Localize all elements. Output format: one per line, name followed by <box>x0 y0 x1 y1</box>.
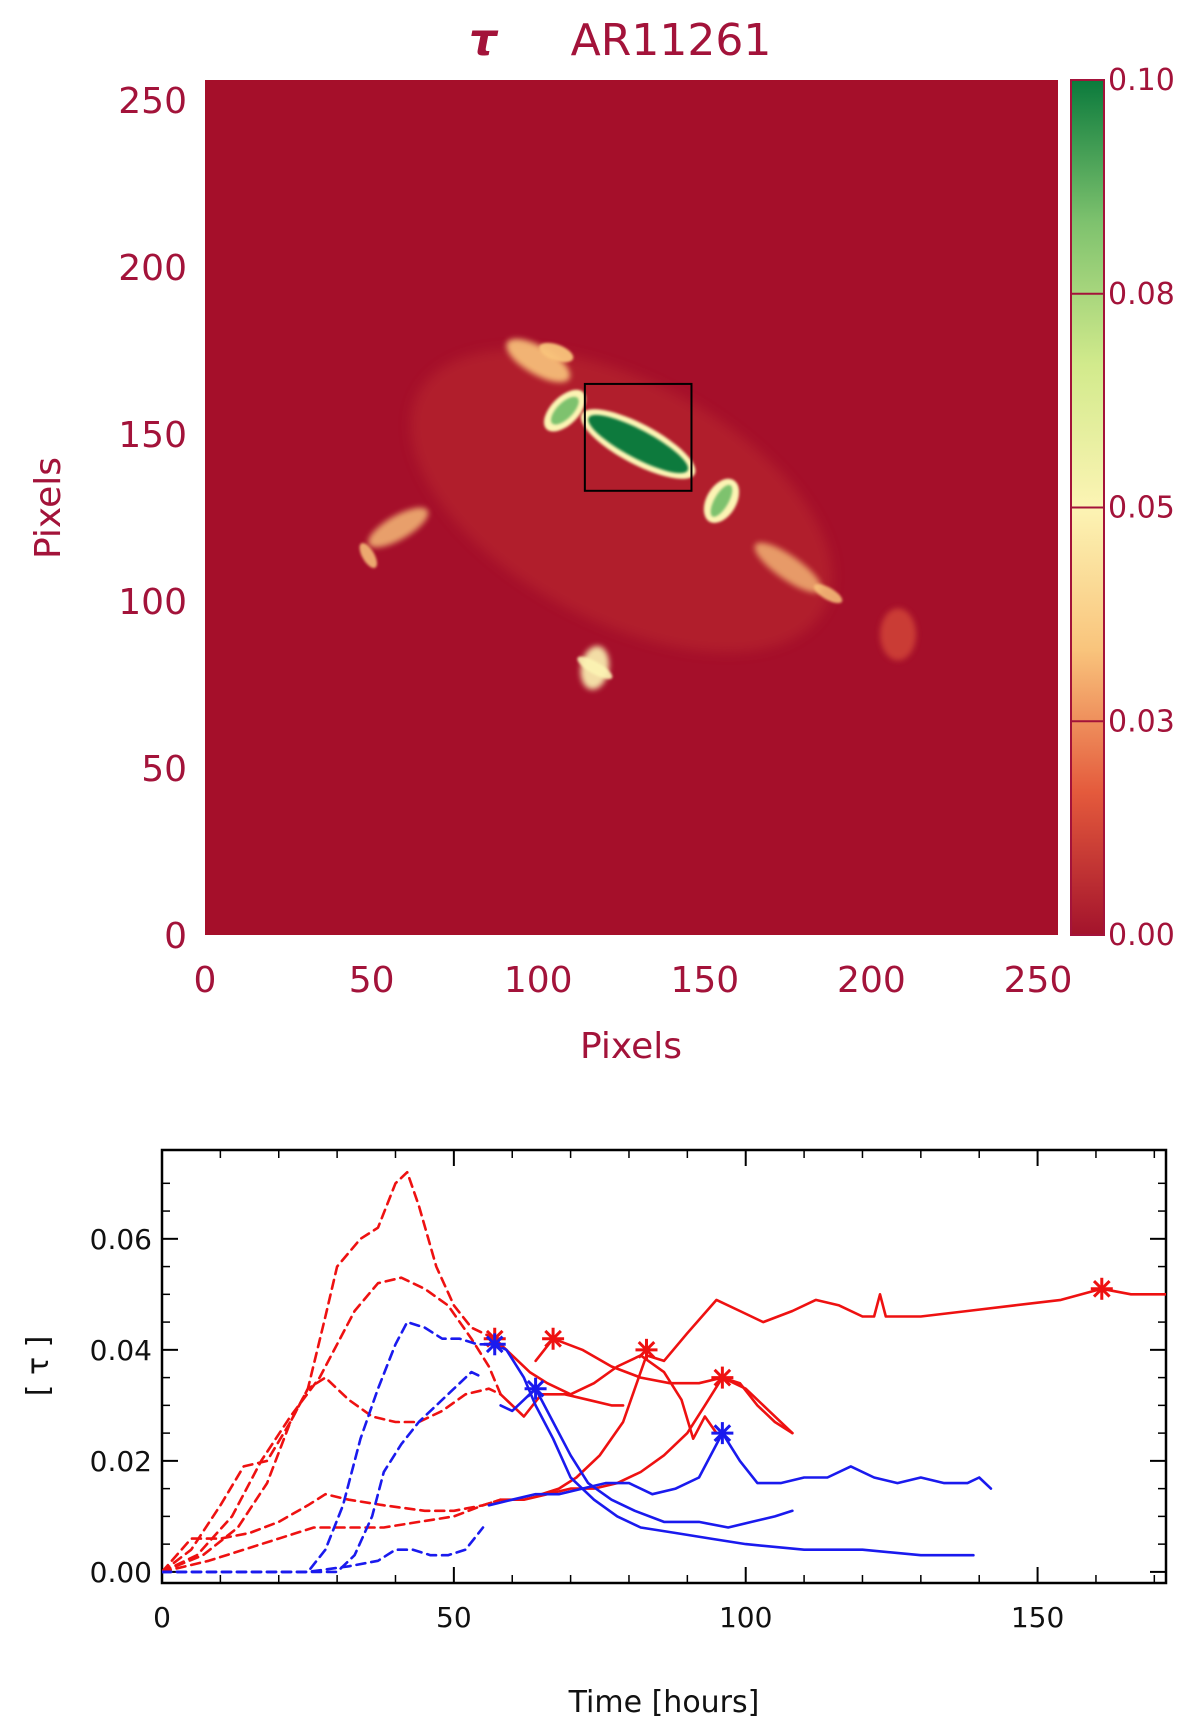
east-streaks <box>754 542 822 593</box>
y-tick-label: 0.06 <box>90 1223 152 1256</box>
x-tick-label: 0 <box>153 1601 171 1634</box>
heatmap-title-symbol: τ <box>469 15 499 66</box>
series-red-dashed-4 <box>162 1498 502 1574</box>
series-red-solid-10 <box>534 1337 794 1435</box>
west-streaks-part <box>359 543 377 569</box>
series-red-dashed-3 <box>162 1492 502 1574</box>
plot-frame <box>160 1148 1168 1585</box>
arc-upper <box>506 338 571 383</box>
west-streaks <box>368 507 429 548</box>
heatmap-axes: 0 50 100 150 200 250 0 50 100 150 200 250 <box>118 81 1072 1001</box>
series-red-solid-11 <box>540 1287 1166 1496</box>
right-blob <box>710 484 733 517</box>
heatmap-title: AR11261 <box>571 15 772 66</box>
south-star-part <box>577 656 613 680</box>
marker-blue-6 <box>524 1377 547 1400</box>
region-box <box>583 382 693 492</box>
colorbar-tick-label: 0.08 <box>1108 277 1175 312</box>
heatmap-features <box>359 338 917 690</box>
arc-upper-part <box>539 342 574 363</box>
marker-blue-5 <box>483 1333 506 1356</box>
series-blue-solid-13 <box>493 1343 975 1557</box>
x-tick-label: 50 <box>436 1601 472 1634</box>
series-red-solid-8 <box>499 1393 625 1418</box>
marker-red-4 <box>1090 1277 1113 1300</box>
diffuse-glow <box>410 349 833 653</box>
series-red-solid-9 <box>493 1337 718 1440</box>
heatmap-y-tick-label: 100 <box>118 582 187 623</box>
colorbar-tick-label: 0.00 <box>1108 918 1175 953</box>
colorbar: 0.00 0.03 0.05 0.08 0.10 <box>1070 63 1175 953</box>
line-panel: 0 50 100 150 0.00 0.02 0.04 0.06 Time [hours] [… <box>21 1148 1168 1719</box>
plot-ticks: 0 50 100 150 0.00 0.02 0.04 0.06 <box>90 1150 1166 1634</box>
y-tick-label: 0.00 <box>90 1556 152 1589</box>
colorbar-tick-label: 0.10 <box>1108 63 1175 98</box>
series-blue-dashed-7 <box>162 1526 485 1574</box>
heatmap-ylabel: Pixels <box>28 457 69 559</box>
far-east <box>880 608 917 661</box>
heatmap-y-tick-label: 200 <box>118 248 187 289</box>
main-patch <box>588 414 689 474</box>
y-tick-label: 0.04 <box>90 1334 152 1367</box>
marker-red-1 <box>542 1327 565 1350</box>
east-streaks-part <box>813 584 843 604</box>
heatmap-x-tick-label: 150 <box>670 960 739 1001</box>
heatmap-y-tick-label: 150 <box>118 415 187 456</box>
heatmap-xlabel: Pixels <box>580 1026 682 1067</box>
series-red-dashed-0 <box>162 1170 496 1574</box>
left-blob <box>550 396 579 425</box>
heatmap-y-tick-label: 0 <box>164 916 187 957</box>
plot-markers <box>483 1277 1113 1445</box>
series-red-dashed-2 <box>162 1376 502 1574</box>
plot-xlabel: Time [hours] <box>568 1685 760 1719</box>
heatmap-panel: τ AR11261 0 50 100 150 200 250 0 50 100 150 200 250… <box>28 15 1175 1067</box>
heatmap-x-tick-label: 200 <box>837 960 906 1001</box>
heatmap-x-tick-label: 50 <box>349 960 395 1001</box>
marker-blue-7 <box>711 1422 734 1445</box>
plot-ylabel: [ τ ] <box>21 1336 56 1397</box>
x-tick-label: 100 <box>719 1601 772 1634</box>
colorbar-tick-label: 0.05 <box>1108 491 1175 526</box>
heatmap-y-tick-label: 50 <box>141 749 187 790</box>
series-blue-solid-15 <box>487 1431 993 1507</box>
series-red-dashed-1 <box>162 1276 502 1574</box>
marker-red-2 <box>635 1338 658 1361</box>
colorbar-tick-label: 0.03 <box>1108 704 1175 739</box>
plot-series <box>162 1170 1166 1574</box>
heatmap-x-tick-label: 0 <box>194 960 217 1001</box>
heatmap-x-tick-label: 250 <box>1004 960 1073 1001</box>
marker-red-3 <box>711 1366 734 1389</box>
heatmap-x-tick-label: 100 <box>504 960 573 1001</box>
x-tick-label: 150 <box>1011 1601 1064 1634</box>
series-blue-dashed-6 <box>162 1370 485 1574</box>
series-red-solid-12 <box>499 1376 794 1501</box>
heatmap-y-tick-label: 250 <box>118 81 187 122</box>
y-tick-label: 0.02 <box>90 1445 152 1478</box>
